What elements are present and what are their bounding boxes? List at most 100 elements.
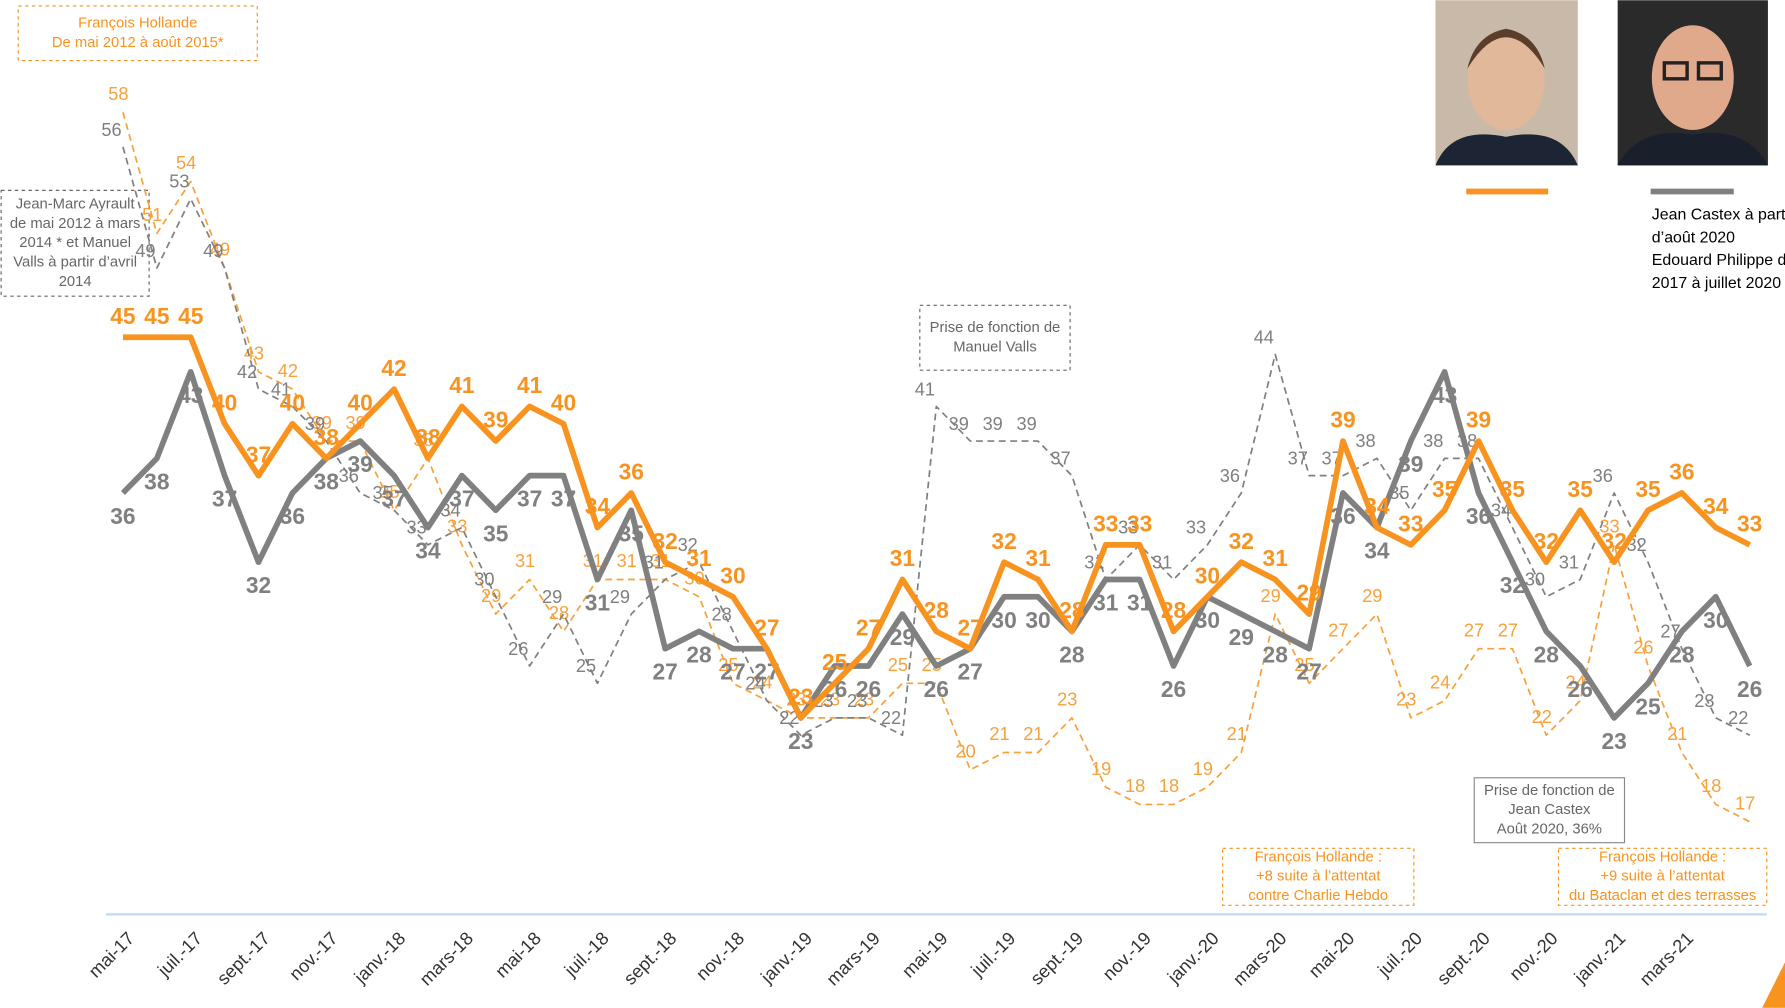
x-tick-label: nov.-18 [692, 928, 748, 984]
annotation-text: François Hollande : [1599, 849, 1726, 865]
data-label: 35 [1432, 476, 1458, 502]
data-label: 27 [754, 614, 779, 640]
data-label: 39 [483, 407, 508, 433]
data-label: 39 [1466, 407, 1491, 433]
data-label: 19 [1193, 759, 1213, 779]
annotation-text: De mai 2012 à août 2015* [52, 35, 224, 51]
data-label: 19 [1091, 759, 1111, 779]
data-label: 20 [956, 742, 976, 762]
data-label: 49 [203, 241, 223, 261]
data-label: 34 [585, 493, 611, 519]
data-label: 35 [483, 520, 509, 546]
data-label: 29 [1229, 624, 1254, 650]
data-label: 29 [890, 624, 915, 650]
annotation-text: Août 2020, 36% [1497, 821, 1602, 837]
data-label: 32 [1229, 528, 1254, 554]
data-label: 28 [711, 604, 731, 624]
data-label: 23 [788, 684, 813, 710]
x-tick-label: janv.-18 [350, 928, 410, 988]
data-label: 36 [110, 503, 135, 529]
data-label: 31 [1263, 545, 1289, 571]
data-label: 18 [1701, 776, 1721, 796]
data-label: 34 [1364, 493, 1390, 519]
data-label: 53 [169, 172, 189, 192]
data-label: 37 [212, 486, 237, 512]
data-label: 21 [989, 724, 1009, 744]
data-label: 32 [1500, 572, 1525, 598]
data-label: 49 [135, 241, 155, 261]
annotation-text: contre Charlie Hebdo [1248, 888, 1388, 904]
x-tick-label: nov.-19 [1099, 928, 1155, 984]
data-label: 29 [1362, 586, 1382, 606]
legend-text: Jean Castex à partir [1652, 207, 1785, 224]
data-label: 31 [890, 545, 916, 571]
data-label: 27 [653, 659, 678, 685]
data-label: 42 [381, 355, 406, 381]
data-label: 17 [1735, 793, 1755, 813]
data-label: 35 [1500, 476, 1526, 502]
data-label: 32 [1534, 528, 1559, 554]
data-label: 29 [542, 587, 562, 607]
x-tick-label: juil.-19 [967, 928, 1020, 981]
data-label: 30 [1703, 607, 1728, 633]
data-label: 23 [1601, 728, 1626, 754]
data-label: 39 [1398, 451, 1423, 477]
data-label: 45 [178, 303, 204, 329]
data-label: 29 [1261, 586, 1281, 606]
data-label: 31 [585, 590, 611, 616]
annotation-text: Jean-Marc Ayrault [16, 197, 135, 213]
data-label: 32 [991, 528, 1016, 554]
data-label: 25 [822, 649, 848, 675]
photo-castex [1618, 0, 1768, 165]
data-label: 30 [1195, 607, 1220, 633]
data-label: 40 [551, 389, 576, 415]
data-label: 27 [1498, 620, 1518, 640]
data-label: 27 [958, 659, 983, 685]
data-label: 23 [788, 728, 813, 754]
data-label: 29 [610, 587, 630, 607]
data-label: 43 [244, 344, 264, 364]
data-label: 29 [1296, 580, 1321, 606]
data-label: 40 [212, 389, 237, 415]
x-tick-label: janv.-19 [756, 928, 816, 988]
annotation-text: du Bataclan et des terrasses [1569, 888, 1756, 904]
data-label: 35 [1568, 476, 1594, 502]
data-label: 32 [653, 528, 678, 554]
chart: mai-17juil.-17sept.-17nov.-17janv.-18mar… [0, 0, 1785, 1008]
data-label: 31 [1127, 590, 1153, 616]
annotation-text: François Hollande [78, 16, 197, 32]
dashed-line [123, 147, 1750, 735]
data-label: 27 [856, 614, 881, 640]
data-label: 28 [1161, 597, 1186, 623]
data-label: 31 [686, 545, 712, 571]
x-tick-label: sept.-19 [1027, 928, 1088, 989]
data-label: 33 [1093, 511, 1118, 537]
data-label: 38 [1355, 431, 1375, 451]
x-tick-label: mars-19 [823, 928, 884, 989]
data-label: 36 [1330, 503, 1355, 529]
data-label: 31 [1152, 552, 1172, 572]
annotation-text: Valls à partir d’avril [13, 255, 137, 271]
data-label: 34 [1364, 538, 1390, 564]
annotation-text: +9 suite à l’attentat [1600, 869, 1725, 885]
annotation-text: +8 suite à l’attentat [1256, 869, 1381, 885]
data-label: 36 [280, 503, 305, 529]
data-label: 21 [1023, 724, 1043, 744]
data-label: 25 [576, 656, 596, 676]
data-label: 40 [348, 389, 373, 415]
x-tick-label: sept.-20 [1433, 928, 1494, 989]
data-label: 26 [856, 676, 881, 702]
data-label: 36 [619, 459, 644, 485]
x-tick-label: mars-18 [416, 928, 477, 989]
data-label: 25 [1635, 693, 1661, 719]
data-label: 30 [1195, 562, 1220, 588]
legend-text: 2017 à juillet 2020 [1652, 275, 1781, 292]
data-label: 39 [983, 414, 1003, 434]
data-label: 25 [888, 655, 908, 675]
data-label: 30 [1525, 570, 1545, 590]
annotation-text: 2014 * et Manuel [19, 235, 131, 251]
data-label: 39 [1016, 414, 1036, 434]
data-label: 42 [237, 362, 257, 382]
x-tick-label: mai-17 [85, 928, 138, 981]
data-label: 58 [108, 84, 128, 104]
